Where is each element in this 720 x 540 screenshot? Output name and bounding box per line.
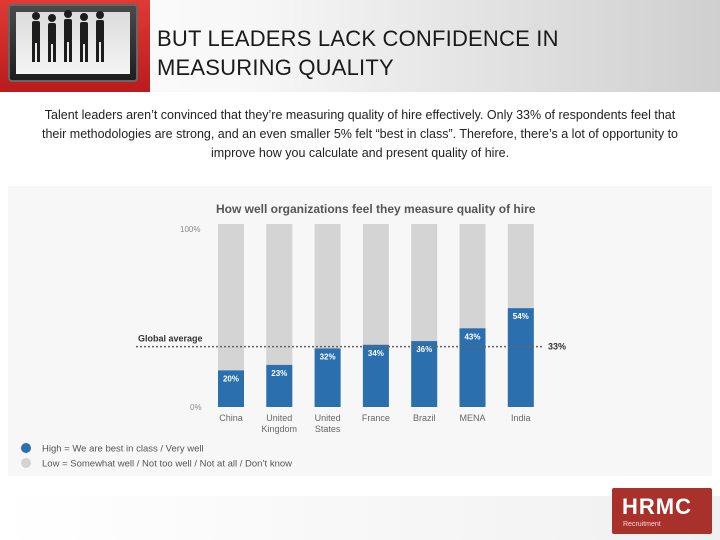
bar-value-label-6: 54% [513,312,529,321]
x-tick-label-5-0: MENA [459,413,485,423]
footer-band [0,496,720,540]
bar-4 [411,341,438,407]
bar-5 [459,328,486,407]
bar-3 [362,344,389,407]
global-average-label: Global average [138,334,203,344]
x-tick-label-1-1: Kingdom [262,424,298,434]
global-average-value: 33% [548,342,566,352]
legend-swatch-1 [21,458,31,468]
legend: High = We are best in class / Very well L… [21,443,292,470]
logo-subtext: Recruitment [623,521,661,528]
y-tick-top: 100% [180,225,200,234]
business-people-icon [32,10,104,62]
chart-panel: How well organizations feel they measure… [8,186,712,476]
bar-1 [266,364,293,407]
x-tick-label-2-0: United [315,413,341,423]
bar-2 [314,348,341,407]
legend-swatch-0 [21,443,31,453]
chart-title: How well organizations feel they measure… [216,202,536,216]
slide-title: BUT LEADERS LACK CONFIDENCE IN MEASURING… [157,26,559,80]
x-tick-label-2-1: States [315,424,341,434]
x-tick-label-6-0: India [511,413,531,423]
bar-value-label-5: 43% [464,332,480,341]
x-tick-label-4-0: Brazil [413,413,436,423]
x-tick-label-1-0: United [266,413,292,423]
bar-6 [507,308,534,407]
logo-brand: HRMC [622,494,692,519]
bar-value-label-4: 36% [416,345,432,354]
quality-of-hire-chart: How well organizations feel they measure… [21,202,566,470]
header-banner: BUT LEADERS LACK CONFIDENCE IN MEASURING… [0,0,720,92]
x-tick-label-3-0: France [362,413,390,423]
y-tick-bottom: 0% [190,403,202,412]
bar-value-label-0: 20% [223,374,239,383]
intro-paragraph: Talent leaders aren’t convinced that the… [42,108,678,160]
tablet-illustration [8,4,138,82]
bar-0 [218,370,244,407]
bar-value-label-2: 32% [320,352,336,361]
bars-group: 20%China23%UnitedKingdom32%UnitedStates3… [218,224,534,434]
hrmc-logo: HRMC Recruitment [612,488,712,534]
bar-value-label-1: 23% [271,369,287,378]
bar-value-label-3: 34% [368,349,384,358]
legend-label-1: Low = Somewhat well / Not too well / Not… [42,459,292,470]
x-tick-label-0-0: China [219,413,243,423]
legend-label-0: High = We are best in class / Very well [42,444,204,455]
